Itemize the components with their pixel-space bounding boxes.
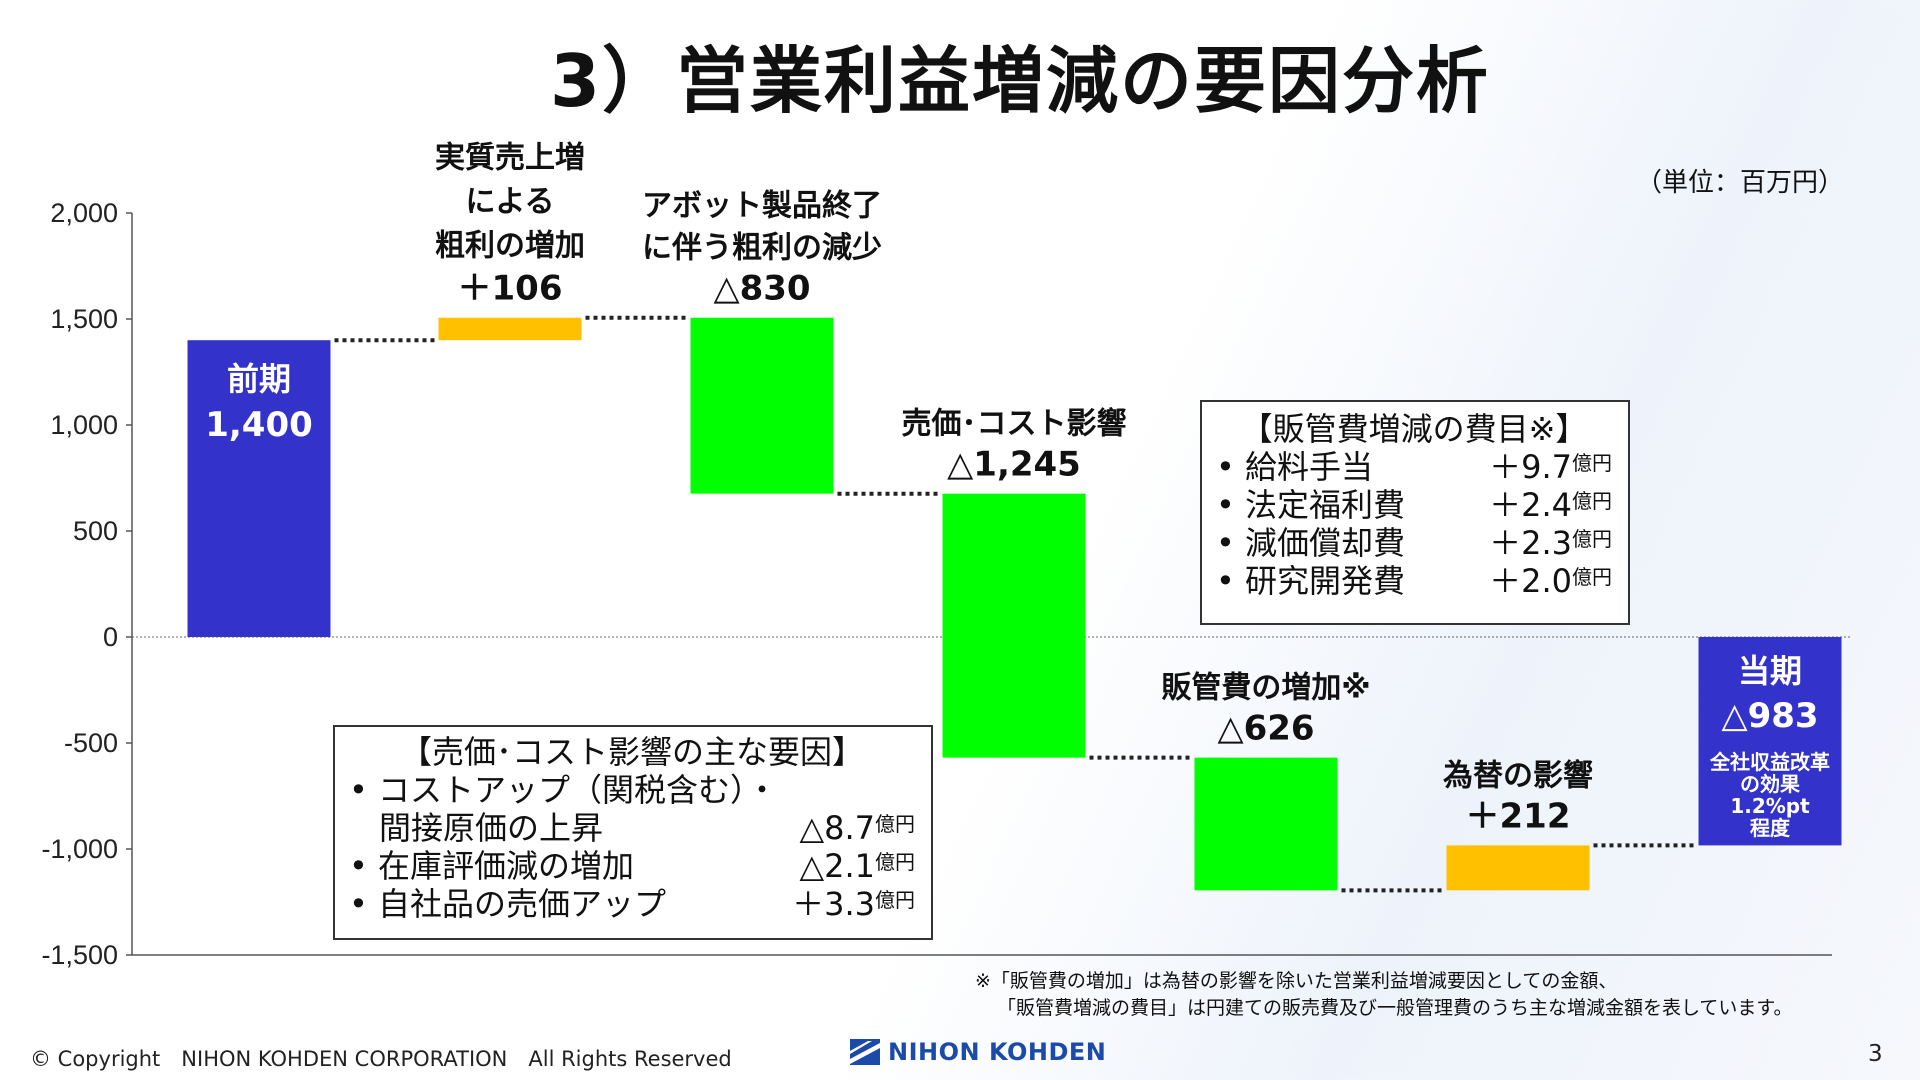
bar-label: 全社収益改革 bbox=[1709, 750, 1830, 774]
waterfall-bar bbox=[187, 340, 331, 637]
y-tick-label: 0 bbox=[103, 622, 118, 652]
footnote-line: 「販管費増減の費目」は円建ての販売費及び一般管理費のうち主な増減金額を表していま… bbox=[997, 997, 1793, 1019]
bar-label: に伴う粗利の減少 bbox=[642, 231, 882, 266]
cost-item: 間接原価の上昇 △8.7億円 bbox=[349, 809, 915, 847]
sga-item-value: ＋9.7 bbox=[1489, 448, 1572, 486]
cost-item: • 自社品の売価アップ ＋3.3億円 bbox=[349, 885, 915, 923]
waterfall-bar bbox=[1698, 637, 1842, 846]
bar-label: 1.2%pt bbox=[1730, 794, 1810, 818]
bar-label: △1,245 bbox=[947, 445, 1081, 485]
bar-label: △626 bbox=[1217, 709, 1314, 749]
sga-item: • 研究開発費 ＋2.0億円 bbox=[1216, 562, 1612, 600]
cost-item-value: △8.7 bbox=[799, 809, 876, 847]
waterfall-chart: 2,000 1,500 1,000 500 0 -500 -1,000 -1,500 前期 1,4… bbox=[41, 141, 1852, 970]
page-title: 3）営業利益増減の要因分析 bbox=[549, 39, 1491, 123]
sga-item: • 減価償却費 ＋2.3億円 bbox=[1216, 524, 1612, 562]
sga-item-unit: 億円 bbox=[1572, 451, 1612, 475]
y-tick-label: -1,500 bbox=[41, 940, 118, 970]
cost-item-unit: 億円 bbox=[875, 850, 915, 874]
cost-item-value: ＋3.3 bbox=[792, 885, 875, 923]
logo-mark-icon bbox=[850, 1039, 880, 1065]
cost-item: • 在庫評価減の増加 △2.1億円 bbox=[349, 847, 915, 885]
sga-breakdown-box: 【販管費増減の費目※】 • 給料手当 ＋9.7億円 • 法定福利費 ＋2.4億円… bbox=[1200, 400, 1630, 625]
sga-box-title: 【販管費増減の費目※】 bbox=[1240, 410, 1588, 448]
waterfall-bar bbox=[1194, 757, 1338, 891]
bar-label: 1,400 bbox=[205, 405, 313, 445]
bar-label: 販管費の増加※ bbox=[1161, 671, 1370, 706]
y-tick-label: 500 bbox=[73, 516, 118, 546]
bar-label: 売価･コスト影響 bbox=[902, 407, 1127, 442]
cost-item-unit: 億円 bbox=[875, 812, 915, 836]
waterfall-bar bbox=[942, 493, 1086, 758]
sga-item-value: ＋2.0 bbox=[1489, 562, 1572, 600]
sga-item-value: ＋2.3 bbox=[1489, 524, 1572, 562]
sga-item: • 法定福利費 ＋2.4億円 bbox=[1216, 486, 1612, 524]
sga-item-label: 研究開発費 bbox=[1245, 562, 1406, 600]
bar-label: による bbox=[465, 185, 554, 220]
sga-item-unit: 億円 bbox=[1572, 489, 1612, 513]
sga-item-label: 給料手当 bbox=[1245, 448, 1374, 486]
bar-label: ＋106 bbox=[458, 269, 563, 309]
cost-item-label: コストアップ（関税含む）・ bbox=[378, 771, 779, 809]
logo-text: NIHON KOHDEN bbox=[888, 1038, 1107, 1066]
sga-item-label: 法定福利費 bbox=[1245, 486, 1406, 524]
bar-label: △983 bbox=[1721, 696, 1818, 736]
sga-item-unit: 億円 bbox=[1572, 565, 1612, 589]
y-tick-label: 1,500 bbox=[50, 304, 118, 334]
bar-label: 程度 bbox=[1750, 816, 1791, 840]
y-tick-label: -500 bbox=[64, 728, 118, 758]
sga-item-unit: 億円 bbox=[1572, 527, 1612, 551]
cost-item-unit: 億円 bbox=[875, 888, 915, 912]
unit-label: （単位：百万円） bbox=[1635, 168, 1844, 198]
page-number: 3 bbox=[1868, 1041, 1883, 1067]
cost-item-label: 在庫評価減の増加 bbox=[378, 847, 635, 885]
sga-item-label: 減価償却費 bbox=[1245, 524, 1406, 562]
footnote: ※「販管費の増加」は為替の影響を除いた営業利益増減要因としての金額、 「販管費増… bbox=[975, 968, 1793, 1022]
bar-label: 当期 bbox=[1738, 652, 1802, 690]
bar-label: ＋212 bbox=[1466, 796, 1571, 836]
y-tick-label: 1,000 bbox=[50, 410, 118, 440]
cost-item-label: 間接原価の上昇 bbox=[379, 809, 604, 847]
bar-label: の効果 bbox=[1740, 772, 1800, 796]
bar-label: 前期 bbox=[227, 360, 291, 398]
y-tick-label: 2,000 bbox=[50, 198, 118, 228]
waterfall-bar bbox=[1446, 845, 1590, 891]
bar-label: △830 bbox=[713, 269, 810, 309]
sga-item: • 給料手当 ＋9.7億円 bbox=[1216, 448, 1612, 486]
cost-box-title: 【売価･コスト影響の主な要因】 bbox=[399, 733, 864, 771]
cost-item: • コストアップ（関税含む）・ bbox=[349, 771, 779, 809]
cost-item-label: 自社品の売価アップ bbox=[378, 885, 667, 923]
company-logo: NIHON KOHDEN bbox=[850, 1038, 1106, 1066]
bar-label: 実質売上増 bbox=[435, 141, 585, 176]
cost-factor-box: 【売価･コスト影響の主な要因】 • コストアップ（関税含む）・ 間接原価の上昇 … bbox=[333, 725, 933, 940]
waterfall-bar bbox=[438, 317, 582, 341]
y-tick-label: -1,000 bbox=[41, 834, 118, 864]
copyright-text: © Copyright NIHON KOHDEN CORPORATION All… bbox=[30, 1047, 732, 1071]
bar-label: アボット製品終了 bbox=[642, 189, 882, 224]
bar-label: 粗利の増加 bbox=[435, 229, 585, 264]
sga-item-value: ＋2.4 bbox=[1489, 486, 1572, 524]
footnote-line: ※「販管費の増加」は為替の影響を除いた営業利益増減要因としての金額、 bbox=[975, 970, 1618, 992]
bar-label: 為替の影響 bbox=[1443, 758, 1593, 793]
cost-item-value: △2.1 bbox=[799, 847, 876, 885]
waterfall-bar bbox=[690, 317, 834, 494]
